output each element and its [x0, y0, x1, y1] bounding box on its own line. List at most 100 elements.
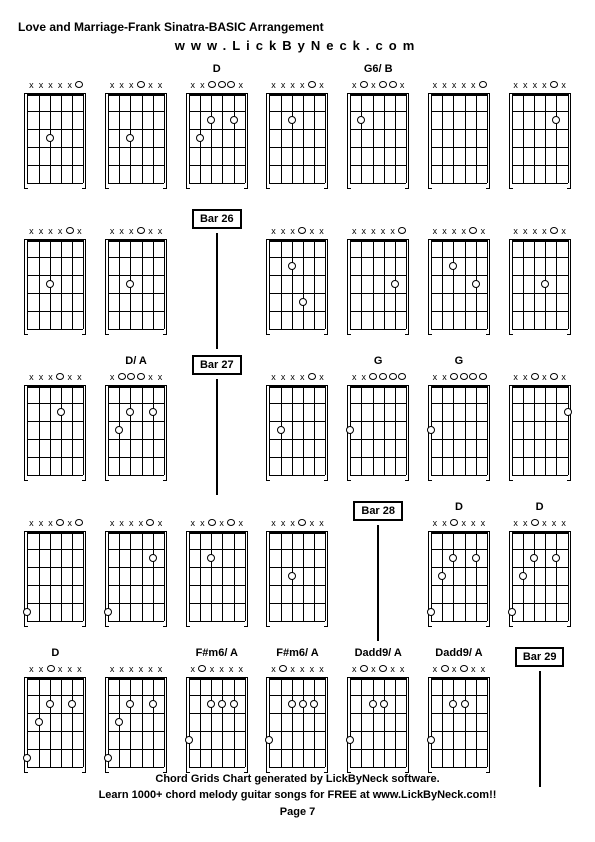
marker-row: xxxxx	[431, 81, 487, 91]
finger-dot	[357, 116, 365, 124]
fretboard	[269, 531, 325, 621]
finger-dot	[126, 134, 134, 142]
finger-dot	[126, 280, 134, 288]
finger-dot	[519, 572, 527, 580]
chord-diagram: xxxxx	[428, 81, 490, 183]
chord-cell: xxxxx	[99, 209, 174, 349]
chord-cell: Dadd9/ Axxxx	[341, 647, 416, 787]
fretboard	[108, 239, 164, 329]
page-number: Page 7	[0, 804, 595, 821]
chord-cell: xxxxx	[422, 209, 497, 349]
fretboard	[431, 93, 487, 183]
chord-diagram: xxxxx	[347, 227, 409, 329]
chord-cell: xxxxxx	[99, 647, 174, 787]
bar-label: Bar 28	[353, 501, 403, 521]
marker-row: xxxxx	[108, 519, 164, 529]
finger-dot	[449, 700, 457, 708]
finger-dot	[472, 280, 480, 288]
bar-marker-cell: Bar 26	[179, 209, 254, 349]
finger-dot	[288, 262, 296, 270]
fretboard	[269, 239, 325, 329]
chord-cell: Gxx	[422, 355, 497, 495]
chord-cell: xxxx	[179, 501, 254, 641]
finger-dot	[196, 134, 204, 142]
chord-diagram: xxxxx	[186, 665, 248, 767]
finger-dot	[115, 718, 123, 726]
marker-row: xx	[431, 373, 487, 383]
chord-cell: F#m6/ A xxxxx	[260, 647, 335, 787]
finger-dot	[346, 736, 354, 744]
finger-dot	[207, 554, 215, 562]
chord-diagram: xxxxx	[428, 519, 490, 621]
chord-diagram: xxxxx	[105, 81, 167, 183]
chord-diagram: xxxx	[428, 665, 490, 767]
finger-dot	[23, 754, 31, 762]
finger-dot	[126, 408, 134, 416]
finger-dot	[552, 116, 560, 124]
finger-dot	[380, 700, 388, 708]
finger-dot	[461, 700, 469, 708]
marker-row: xxxx	[189, 519, 245, 529]
finger-dot	[564, 408, 572, 416]
marker-row: xxxxx	[27, 81, 83, 91]
chord-label: D	[51, 647, 59, 663]
chord-diagram: xxxxxx	[105, 665, 167, 767]
chord-cell: xxxx	[502, 355, 577, 495]
chord-diagram: xxx	[186, 81, 248, 183]
fretboard	[512, 531, 568, 621]
bar-label: Bar 26	[192, 209, 242, 229]
bar-label: Bar 29	[515, 647, 565, 667]
finger-dot	[552, 554, 560, 562]
fretboard	[512, 385, 568, 475]
marker-row: xx	[350, 373, 406, 383]
bar-marker-cell: Bar 28	[341, 501, 416, 641]
chord-diagram: xxxxx	[509, 519, 571, 621]
chord-label: G6/ B	[364, 63, 393, 79]
chord-diagram: xxxx	[347, 665, 409, 767]
chord-cell: Gxx	[341, 355, 416, 495]
finger-dot	[207, 700, 215, 708]
finger-dot	[391, 280, 399, 288]
marker-row: xxxxx	[189, 665, 245, 675]
fretboard	[431, 385, 487, 475]
chord-diagram: xxxxx	[266, 519, 328, 621]
chord-diagram: xxxx	[186, 519, 248, 621]
chord-cell: xxxxx	[18, 355, 93, 495]
finger-dot	[449, 554, 457, 562]
marker-row: xxxxx	[431, 227, 487, 237]
marker-row: xxxxx	[269, 665, 325, 675]
marker-row: xxxxx	[512, 81, 568, 91]
chord-cell: Dxxxxx	[18, 647, 93, 787]
chord-cell: Dxxx	[179, 63, 254, 203]
chord-cell: xxxxx	[99, 501, 174, 641]
chord-cell: xxxxx	[260, 63, 335, 203]
chord-diagram: xxx	[105, 373, 167, 475]
fretboard	[512, 93, 568, 183]
marker-row: xxx	[189, 81, 245, 91]
fretboard	[108, 531, 164, 621]
finger-dot	[23, 608, 31, 616]
chord-label: F#m6/ A	[276, 647, 318, 663]
finger-dot	[299, 298, 307, 306]
finger-dot	[46, 280, 54, 288]
chord-cell: xxxxx	[99, 63, 174, 203]
finger-dot	[427, 608, 435, 616]
finger-dot	[346, 426, 354, 434]
chord-label: D	[213, 63, 221, 79]
marker-row: xxxxx	[431, 519, 487, 529]
chord-diagram: xxxxx	[105, 519, 167, 621]
chord-cell: G6/ Bxxx	[341, 63, 416, 203]
chord-label: D/ A	[125, 355, 147, 371]
marker-row: xxxxx	[108, 227, 164, 237]
chord-diagram: xxxxx	[266, 227, 328, 329]
finger-dot	[449, 262, 457, 270]
marker-row: xxxxx	[27, 373, 83, 383]
finger-dot	[149, 700, 157, 708]
chord-label: F#m6/ A	[196, 647, 238, 663]
chord-cell: xxxxx	[502, 63, 577, 203]
fretboard	[27, 93, 83, 183]
fretboard	[350, 93, 406, 183]
marker-row: xxxxx	[269, 81, 325, 91]
fretboard	[189, 93, 245, 183]
chord-cell: xxxxx	[260, 501, 335, 641]
